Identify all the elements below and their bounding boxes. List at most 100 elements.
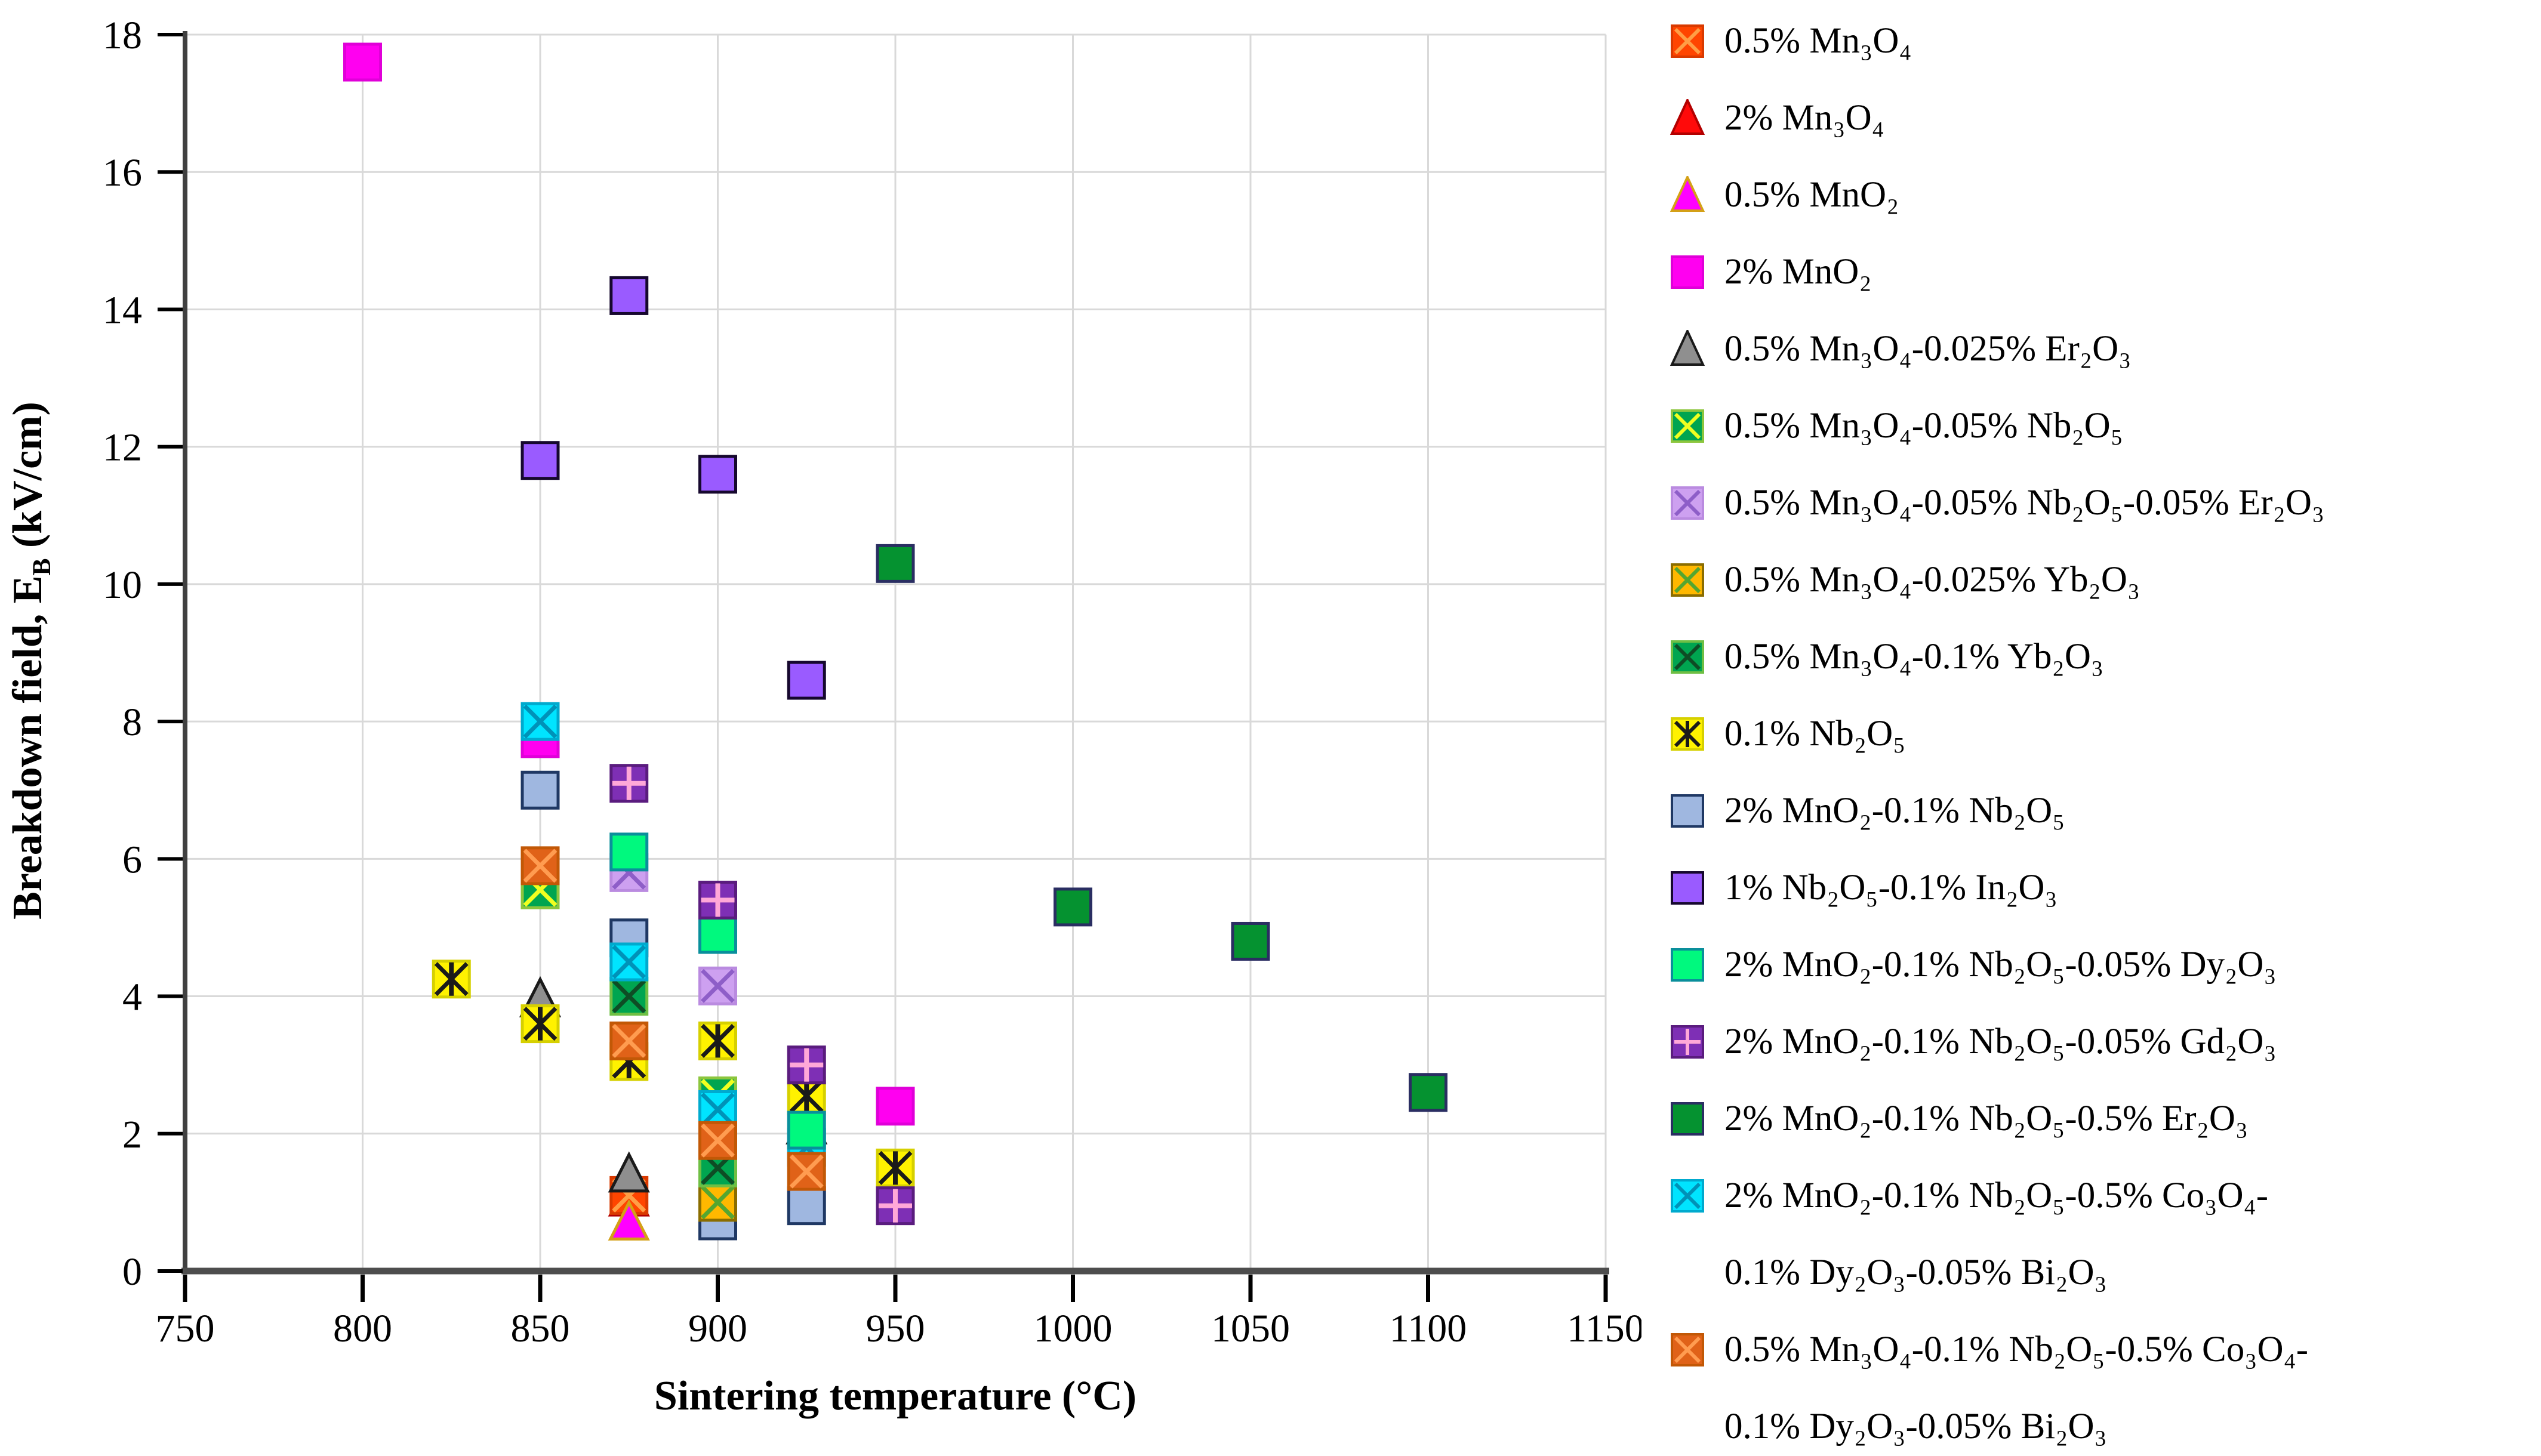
y-tick-label: 16	[103, 151, 142, 195]
legend-swatch-icon	[1670, 176, 1705, 212]
legend-swatch-icon	[1671, 1333, 1704, 1366]
legend-label: 2% MnO₂-0.1% Nb₂O₅-0.5% Er₂O₃	[1724, 1099, 2249, 1139]
swatch-pattern	[1674, 27, 1701, 55]
data-point-square	[343, 42, 382, 82]
x-tick-label: 1150	[1567, 1307, 1641, 1350]
legend-label: 0.5% Mn₃O₄-0.1% Yb₂O₃	[1724, 637, 2104, 677]
legend-item: 0.5% Mn₃O₄	[1668, 2, 2528, 79]
swatch-triangle	[1670, 176, 1705, 212]
swatch-pattern	[1674, 489, 1701, 517]
data-point-square	[1054, 887, 1092, 927]
legend-item: 0.5% Mn₃O₄-0.05% Nb₂O₅-0.05% Er₂O₃	[1668, 464, 2528, 541]
y-tick-label: 4	[122, 976, 142, 1019]
x-tick-label: 750	[156, 1307, 215, 1350]
data-point-square	[520, 441, 560, 480]
legend-label: 2% MnO₂-0.1% Nb₂O₅-0.5% Co₃O₄- 0.1% Dy₂O…	[1724, 1176, 2269, 1292]
legend-swatch-icon	[1671, 717, 1704, 751]
legend-label: 2% MnO₂-0.1% Nb₂O₅	[1724, 791, 2065, 831]
legend-item: 2% MnO₂-0.1% Nb₂O₅-0.05% Gd₂O₃	[1668, 1003, 2528, 1080]
y-tick-label: 14	[103, 288, 142, 332]
swatch-pattern	[1674, 643, 1701, 671]
legend-swatch-icon	[1671, 871, 1704, 905]
y-tick-label: 18	[103, 14, 142, 57]
legend-label: 0.5% Mn₃O₄-0.025% Yb₂O₃	[1724, 560, 2140, 600]
x-tick-label: 900	[688, 1307, 747, 1350]
legend-label: 0.1% Nb₂O₅	[1724, 714, 1906, 754]
swatch-square	[1671, 255, 1704, 289]
marker-pattern	[523, 704, 558, 739]
legend-label: 0.5% Mn₃O₄-0.025% Er₂O₃	[1724, 329, 2132, 369]
y-tick-label: 8	[122, 701, 142, 744]
legend-label: 0.5% Mn₃O₄-0.1% Nb₂O₅-0.5% Co₃O₄- 0.1% D…	[1724, 1329, 2309, 1446]
legend-swatch-icon	[1670, 99, 1705, 135]
y-tick-label: 6	[122, 838, 142, 881]
x-tick-label: 800	[333, 1307, 392, 1350]
data-point-triangle	[608, 1151, 650, 1193]
data-point-square	[609, 276, 649, 315]
data-point-square	[876, 544, 915, 583]
data-point-square	[787, 1186, 826, 1226]
data-point-square	[876, 1087, 915, 1126]
data-point-square	[787, 661, 826, 700]
x-tick-label: 1000	[1034, 1307, 1113, 1350]
legend-item: 2% MnO₂-0.1% Nb₂O₅-0.5% Co₃O₄- 0.1% Dy₂O…	[1668, 1157, 2528, 1311]
swatch-pattern	[1674, 1336, 1701, 1364]
legend-swatch-icon	[1671, 24, 1704, 58]
legend-label: 2% MnO₂-0.1% Nb₂O₅-0.05% Gd₂O₃	[1724, 1022, 2277, 1062]
marker-pattern	[701, 968, 735, 1003]
marker-pattern	[701, 1093, 735, 1127]
legend-item: 0.5% Mn₃O₄-0.05% Nb₂O₅	[1668, 387, 2528, 464]
legend-item: 2% MnO₂-0.1% Nb₂O₅-0.5% Er₂O₃	[1668, 1080, 2528, 1157]
legend-swatch-icon	[1671, 1179, 1704, 1213]
legend-swatch-icon	[1671, 255, 1704, 289]
legend-swatch-icon	[1671, 640, 1704, 674]
marker-pattern	[701, 1185, 735, 1220]
legend-label: 2% Mn₃O₄	[1724, 98, 1884, 138]
x-tick-label: 1100	[1390, 1307, 1467, 1350]
data-point-square	[609, 832, 649, 872]
legend-item: 0.1% Nb₂O₅	[1668, 695, 2528, 772]
data-point-square	[698, 455, 737, 494]
legend-swatch-icon	[1671, 794, 1704, 828]
legend-label: 2% MnO₂-0.1% Nb₂O₅-0.05% Dy₂O₃	[1724, 945, 2277, 985]
legend-swatch-icon	[1671, 948, 1704, 982]
y-tick-label: 2	[122, 1113, 142, 1156]
legend-swatch-icon	[1671, 563, 1704, 597]
legend-item: 0.5% Mn₃O₄-0.1% Yb₂O₃	[1668, 618, 2528, 695]
legend-swatch-icon	[1671, 409, 1704, 443]
legend-item: 2% Mn₃O₄	[1668, 79, 2528, 156]
data-point-square	[1231, 921, 1270, 961]
legend-item: 2% MnO₂-0.1% Nb₂O₅-0.05% Dy₂O₃	[1668, 926, 2528, 1003]
swatch-triangle	[1670, 330, 1705, 366]
legend-label: 0.5% MnO₂	[1724, 175, 1899, 215]
swatch-pattern	[1674, 412, 1701, 440]
legend-swatch-icon	[1671, 1025, 1704, 1059]
y-tick-label: 0	[122, 1250, 142, 1294]
data-point-square	[1409, 1073, 1447, 1112]
y-tick-label: 12	[103, 426, 142, 470]
data-point-square	[520, 770, 560, 810]
legend-swatch-icon	[1671, 1102, 1704, 1136]
y-tick-label: 10	[103, 563, 142, 607]
marker-pattern	[701, 1123, 735, 1158]
marker-pattern	[612, 979, 646, 1014]
legend-item: 0.5% MnO₂	[1668, 156, 2528, 233]
marker-pattern	[612, 945, 646, 979]
x-tick-label: 850	[511, 1307, 570, 1350]
legend-label: 0.5% Mn₃O₄-0.05% Nb₂O₅	[1724, 406, 2123, 446]
legend-item: 0.5% Mn₃O₄-0.025% Yb₂O₃	[1668, 541, 2528, 618]
x-axis-title: Sintering temperature (°C)	[654, 1373, 1137, 1419]
legend-label: 2% MnO₂	[1724, 252, 1872, 292]
data-point-triangle	[608, 1199, 650, 1241]
legend-item: 0.5% Mn₃O₄-0.025% Er₂O₃	[1668, 310, 2528, 387]
swatch-square	[1671, 948, 1704, 982]
legend-label: 0.5% Mn₃O₄-0.05% Nb₂O₅-0.05% Er₂O₃	[1724, 483, 2325, 523]
legend-item: 2% MnO₂	[1668, 233, 2528, 310]
y-axis-title: Breakdown field, EB (kV/cm)	[5, 402, 56, 920]
legend-label: 0.5% Mn₃O₄	[1724, 21, 1912, 61]
data-point-square	[787, 1110, 826, 1150]
legend-item: 2% MnO₂-0.1% Nb₂O₅	[1668, 772, 2528, 849]
swatch-square	[1671, 1102, 1704, 1136]
legend-label: 1% Nb₂O₅-0.1% In₂O₃	[1724, 868, 2058, 908]
